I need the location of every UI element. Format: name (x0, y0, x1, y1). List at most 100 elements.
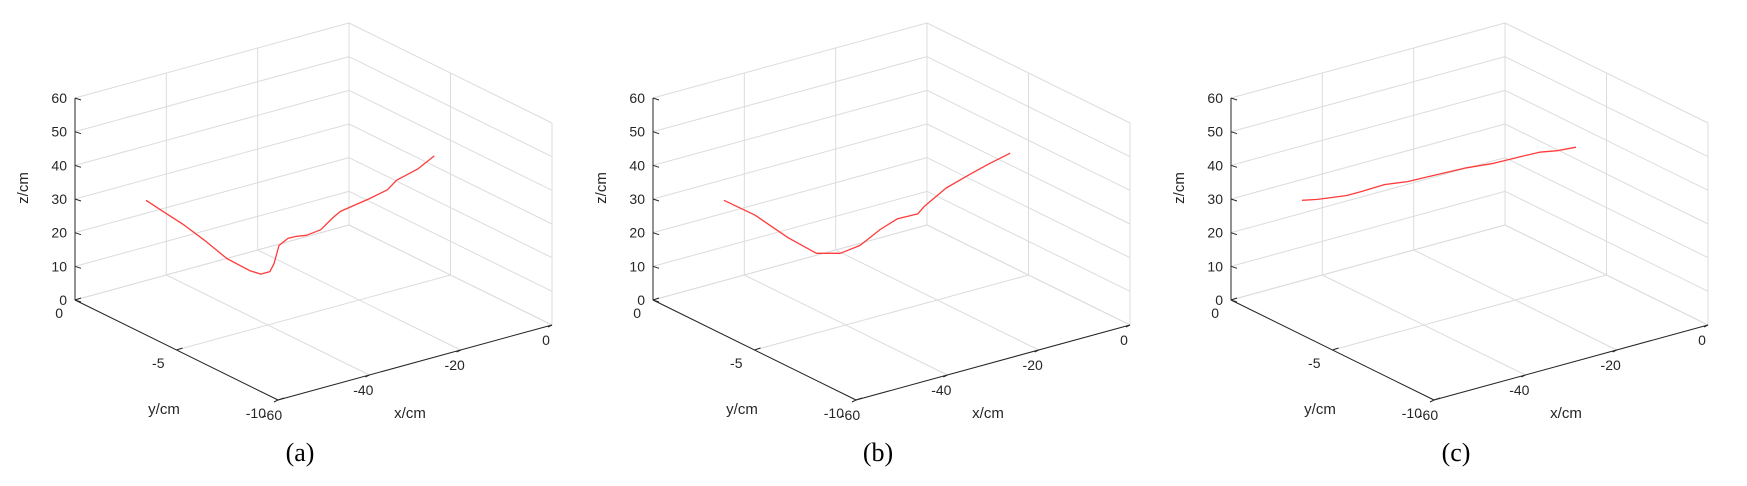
gridline-z-back (1230, 157, 1506, 234)
y-tick (1433, 397, 1441, 401)
x-tick-label: -40 (353, 382, 373, 398)
z-axis-label: z/cm (15, 172, 32, 204)
x-axis-label: x/cm (972, 405, 1004, 422)
y-tick (74, 297, 82, 301)
z-tick-label: 20 (629, 225, 645, 241)
y-axis-label: y/cm (726, 401, 758, 418)
x-tick (851, 399, 857, 403)
gridline-z-back (652, 157, 928, 234)
z-tick (1230, 232, 1238, 236)
z-tick (652, 198, 660, 202)
z-axis-label: z/cm (1171, 172, 1188, 204)
panel-caption: (c) (1442, 438, 1471, 467)
z-tick (652, 299, 660, 303)
x-axis-label: x/cm (1550, 405, 1582, 422)
x-tick (547, 324, 553, 328)
gridline-z-back (74, 22, 350, 99)
z-tick (1230, 164, 1238, 168)
x-axis (277, 324, 553, 401)
gridline-y-floor (1332, 274, 1607, 351)
z-tick (1230, 131, 1238, 135)
z-tick (74, 97, 82, 101)
z-tick-label: 10 (1207, 258, 1223, 274)
x-tick-label: -40 (931, 382, 951, 398)
z-tick-label: 60 (1207, 90, 1223, 106)
y-tick-label: -10 (1402, 405, 1422, 421)
z-tick (74, 198, 82, 202)
y-tick (652, 297, 660, 301)
trajectory-line (1301, 146, 1577, 201)
z-tick-label: 30 (629, 191, 645, 207)
x-tick-label: -20 (445, 357, 465, 373)
z-tick-label: 10 (51, 258, 67, 274)
z-tick-label: 10 (629, 258, 645, 274)
y-tick-label: -10 (824, 405, 844, 421)
z-tick-label: 40 (629, 157, 645, 173)
z-axis-label: z/cm (593, 172, 610, 204)
gridline-z-back (1230, 123, 1506, 200)
chart-panel-c: -60-40-200-10-500102030405060x/cmy/cmz/c… (1171, 22, 1709, 467)
z-tick (74, 232, 82, 236)
y-tick (277, 397, 285, 401)
gridline-z-back (652, 123, 928, 200)
gridline-y-floor (176, 274, 451, 351)
z-tick-label: 30 (51, 191, 67, 207)
gridline-z-back (74, 56, 350, 133)
x-tick (1034, 349, 1039, 353)
x-tick-label: 0 (542, 332, 550, 348)
x-axis (1433, 324, 1709, 401)
y-tick-label: -5 (730, 355, 743, 371)
y-tick-label: 0 (633, 305, 641, 321)
x-tick (456, 349, 461, 353)
gridline-z-back (652, 56, 928, 133)
x-tick-label: 0 (1120, 332, 1128, 348)
gridline-z-back (74, 157, 350, 234)
gridline-y-floor (652, 224, 928, 301)
z-tick-label: 40 (1207, 157, 1223, 173)
z-tick-label: 40 (51, 157, 67, 173)
x-tick-label: -60 (1418, 407, 1438, 423)
y-tick (1332, 347, 1339, 351)
y-axis-label: y/cm (148, 401, 180, 418)
y-tick-label: -10 (246, 405, 266, 421)
z-tick (74, 164, 82, 168)
gridline-z-back (74, 190, 350, 267)
z-tick-label: 50 (629, 124, 645, 140)
gridline-y-floor (1230, 224, 1506, 301)
z-tick (1230, 299, 1238, 303)
x-tick-label: 0 (1698, 332, 1706, 348)
z-tick-label: 0 (59, 292, 67, 308)
gridline-z-back (1230, 89, 1506, 166)
z-tick-label: 60 (51, 90, 67, 106)
trajectory-line (723, 152, 1011, 254)
x-axis-label: x/cm (394, 405, 426, 422)
y-tick (1230, 297, 1238, 301)
x-tick-label: -60 (840, 407, 860, 423)
z-tick (1230, 198, 1238, 202)
z-tick-label: 30 (1207, 191, 1223, 207)
x-tick (943, 374, 948, 378)
y-tick (855, 397, 863, 401)
z-tick (652, 232, 660, 236)
x-tick (1703, 324, 1709, 328)
x-tick-label: -40 (1509, 382, 1529, 398)
z-tick-label: 0 (1215, 292, 1223, 308)
y-tick-label: 0 (55, 305, 63, 321)
gridline-z-back (1230, 22, 1506, 99)
panel-caption: (b) (863, 438, 893, 467)
gridline-z-back (652, 22, 928, 99)
z-tick (74, 265, 82, 269)
x-tick (365, 374, 370, 378)
z-tick-label: 60 (629, 90, 645, 106)
trajectory-line (145, 155, 435, 275)
z-tick (652, 131, 660, 135)
y-tick (176, 347, 183, 351)
z-tick-label: 50 (51, 124, 67, 140)
x-tick (1125, 324, 1131, 328)
z-tick-label: 20 (1207, 225, 1223, 241)
chart-panel-a: -60-40-200-10-500102030405060x/cmy/cmz/c… (15, 22, 553, 467)
z-tick-label: 50 (1207, 124, 1223, 140)
z-tick (652, 97, 660, 101)
gridline-z-back (74, 89, 350, 166)
z-tick-label: 20 (51, 225, 67, 241)
